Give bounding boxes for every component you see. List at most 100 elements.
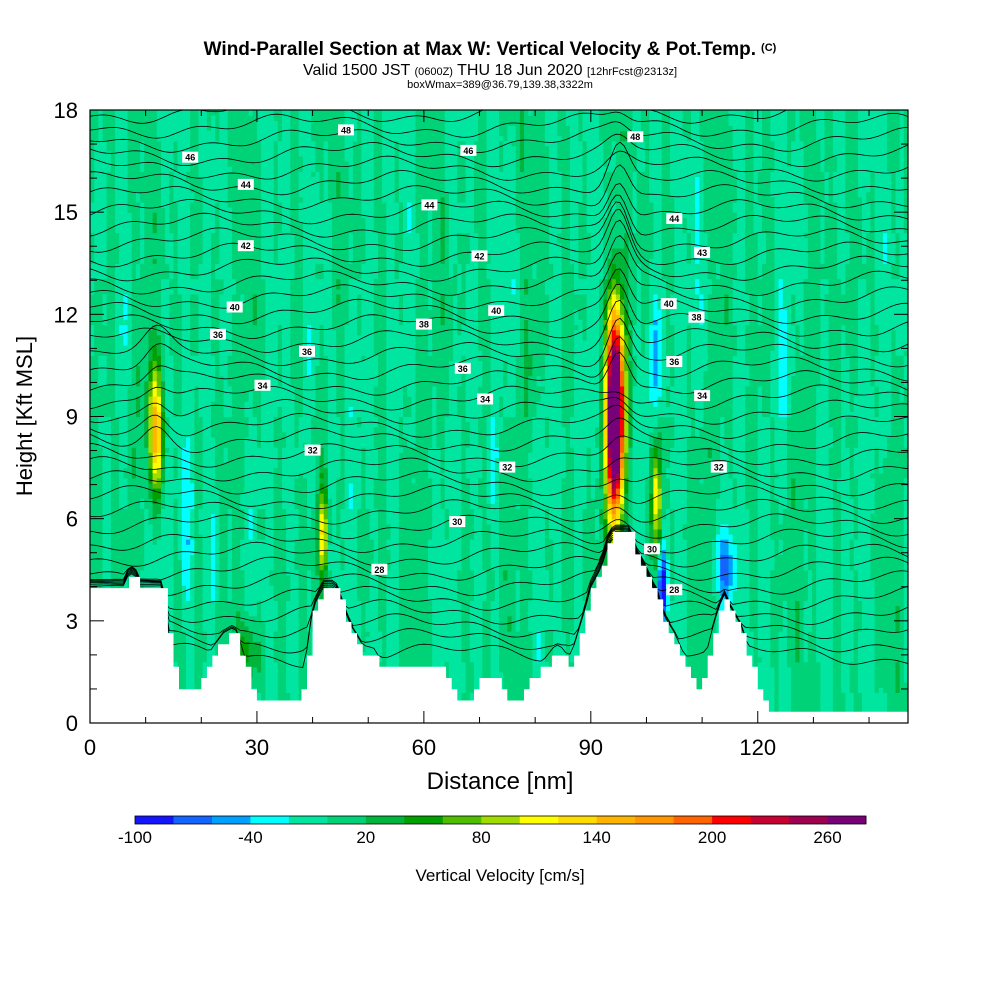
heat-cell [94,585,99,591]
heat-cell [194,181,200,188]
heat-cell [144,569,150,576]
heat-cell [90,564,95,571]
heat-cell [256,482,262,489]
heat-cell [194,166,200,172]
heat-cell [202,518,208,525]
heat-cell [144,457,150,464]
heat-cell [198,370,204,377]
heat-cell [194,671,200,678]
heat-cell [90,457,95,464]
heat-cell [227,232,233,239]
heat-cell [169,304,175,310]
heat-cell [211,482,216,489]
heat-cell [177,166,183,172]
heat-cell [140,191,145,198]
heat-cell [211,130,216,137]
heat-cell [190,283,195,290]
heat-cell [206,488,212,494]
heat-cell [148,426,154,433]
heat-cell [202,421,208,428]
heat-cell [248,462,254,469]
heat-cell [181,523,187,530]
heat-cell [119,523,124,530]
heat-cell [236,462,241,469]
heat-cell [206,375,212,382]
heat-cell [173,304,179,310]
heat-cell [185,677,191,683]
heat-cell [90,278,95,285]
heat-cell [94,401,99,407]
heat-cell [169,467,175,474]
heat-cell [90,135,95,142]
heat-cell [248,125,254,132]
heat-cell [185,334,191,341]
heat-cell [169,191,175,198]
heat-cell [185,370,191,377]
heat-cell [248,217,254,223]
heat-cell [223,595,229,601]
heat-cell [110,518,116,525]
heat-cell [115,207,120,213]
heat-cell [135,544,141,550]
heat-cell [119,278,124,285]
heat-cell [248,130,254,137]
heat-cell [215,457,220,464]
heat-cell [231,334,237,341]
heat-cell [106,278,112,285]
heat-cell [152,319,158,326]
heat-cell [202,610,208,617]
heat-cell [123,196,129,203]
heat-cell [248,293,254,300]
heat-cell [256,697,262,704]
heat-cell [244,528,250,535]
heat-cell [110,258,116,264]
heat-cell [206,304,212,310]
heat-cell [248,401,254,407]
heat-cell [169,574,175,581]
heat-cell [115,217,120,223]
heat-cell [90,334,95,341]
heat-cell [248,641,254,647]
heat-cell [131,467,137,474]
heat-cell [177,380,183,387]
heat-cell [173,482,179,489]
heat-cell [227,477,233,484]
heat-cell [115,355,120,361]
heat-cell [211,181,216,188]
heat-cell [244,661,250,668]
heat-cell [236,620,241,627]
heat-cell [231,590,237,596]
heat-cell [115,278,120,285]
heat-cell [190,176,195,183]
heat-cell [106,508,112,515]
heat-cell [160,135,166,142]
heat-cell [248,442,254,448]
heat-cell [236,544,241,550]
heat-cell [148,447,154,453]
heat-cell [256,329,262,336]
heat-cell [252,232,258,239]
heat-cell [244,539,250,545]
heat-cell [115,324,120,331]
heat-cell [140,201,145,208]
heat-cell [248,278,254,285]
heat-cell [240,416,246,423]
heat-cell [156,554,162,561]
heat-cell [236,549,241,556]
heat-cell [148,120,154,126]
heat-cell [169,273,175,280]
heat-cell [148,293,154,300]
heat-cell [219,533,225,540]
heat-cell [140,253,145,259]
heat-cell [169,253,175,259]
heat-cell [236,574,241,581]
heat-cell [190,574,195,581]
heat-cell [261,539,266,545]
heat-cell [206,196,212,203]
heat-cell [206,442,212,448]
heat-cell [202,477,208,484]
heat-cell [181,615,187,622]
heat-cell [110,253,116,259]
heat-cell [106,380,112,387]
heat-cell [215,115,220,121]
